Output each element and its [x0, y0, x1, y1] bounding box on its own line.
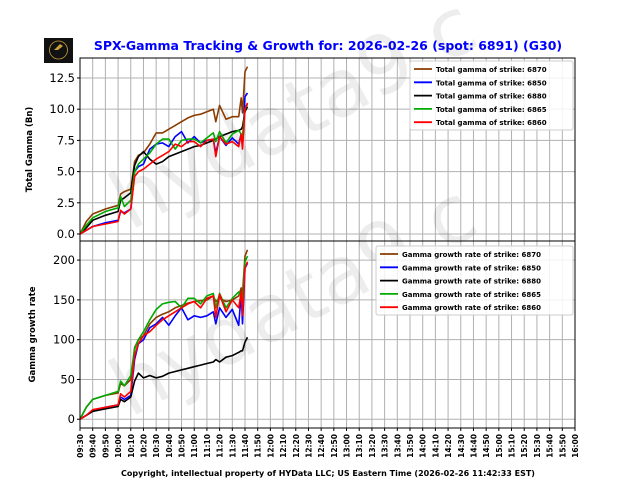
x-tick-label: 10:30 — [152, 434, 161, 458]
x-tick-label: 15:50 — [558, 434, 567, 458]
series-line-6880 — [79, 106, 249, 235]
y-axis-label: Gamma growth rate — [28, 286, 38, 382]
y-tick-label: 2.5 — [57, 196, 75, 210]
x-tick-label: 15:30 — [533, 434, 542, 458]
legend-label-6870: Total gamma of strike: 6870 — [436, 66, 547, 74]
legend-label-6880: Total gamma of strike: 6880 — [436, 93, 547, 101]
x-tick-label: 12:20 — [292, 434, 301, 458]
series-line-6865 — [79, 255, 249, 420]
series-line-6860 — [79, 261, 249, 420]
x-tick-label: 13:20 — [368, 434, 377, 458]
x-tick-label: 13:00 — [343, 434, 352, 458]
y-tick-label: 5.0 — [57, 165, 75, 179]
x-tick-label: 15:10 — [508, 434, 517, 458]
x-tick-label: 13:30 — [381, 434, 390, 458]
x-tick-label: 14:30 — [457, 434, 466, 458]
y-tick-label: 50 — [60, 372, 75, 386]
legend-label-6860: Total gamma of strike: 6860 — [436, 119, 547, 127]
y-tick-label: 200 — [53, 253, 75, 267]
legend-box — [375, 245, 574, 316]
y-axis-label: Total Gamma (Bn) — [25, 107, 35, 193]
x-tick-label: 11:50 — [254, 434, 263, 458]
y-tick-label: 100 — [53, 333, 75, 347]
x-tick-label: 13:50 — [406, 434, 415, 458]
x-tick-label: 09:40 — [89, 434, 98, 458]
series-line-6860 — [79, 102, 249, 235]
x-tick-label: 14:10 — [431, 434, 440, 458]
series-line-6870 — [79, 66, 249, 235]
x-tick-label: 11:30 — [228, 434, 237, 458]
y-tick-label: 150 — [53, 293, 75, 307]
x-tick-label: 14:00 — [419, 434, 428, 458]
x-tick-label: 12:10 — [279, 434, 288, 458]
x-tick-label: 13:40 — [393, 434, 402, 458]
x-tick-label: 10:10 — [127, 434, 136, 458]
legend-box — [409, 60, 574, 131]
x-tick-label: 10:00 — [114, 434, 123, 458]
x-tick-label: 15:40 — [546, 434, 555, 458]
x-tick-label: 12:50 — [330, 434, 339, 458]
y-tick-label: 10.0 — [49, 102, 75, 116]
legend-label-6880: Gamma growth rate of strike: 6880 — [402, 278, 541, 286]
axes-frame — [79, 240, 576, 429]
footer-copyright: Copyright, intellectual property of HYDa… — [121, 469, 535, 478]
chart-title: SPX-Gamma Tracking & Growth for: 2026-02… — [94, 38, 562, 53]
x-tick-label: 14:40 — [469, 434, 478, 458]
legend-label-6850: Gamma growth rate of strike: 6850 — [402, 264, 541, 272]
y-tick-label: 0 — [68, 412, 75, 426]
x-tick-label: 12:00 — [266, 434, 275, 458]
x-tick-label: 10:20 — [139, 434, 148, 458]
x-tick-label: 10:50 — [178, 434, 187, 458]
x-tick-label: 12:30 — [304, 434, 313, 458]
series-line-6880 — [79, 336, 249, 420]
legend-label-6865: Total gamma of strike: 6865 — [436, 106, 547, 114]
x-tick-label: 11:40 — [241, 434, 250, 458]
x-tick-label: 13:10 — [355, 434, 364, 458]
y-tick-label: 7.5 — [57, 133, 75, 147]
x-tick-label: 14:20 — [444, 434, 453, 458]
legend-label-6865: Gamma growth rate of strike: 6865 — [402, 291, 541, 299]
legend-label-6870: Gamma growth rate of strike: 6870 — [402, 251, 541, 259]
logo — [44, 38, 73, 63]
x-tick-label: 09:30 — [76, 434, 85, 458]
x-tick-label: 12:40 — [317, 434, 326, 458]
x-tick-label: 11:00 — [190, 434, 199, 458]
x-tick-label: 11:10 — [203, 434, 212, 458]
legend-label-6850: Total gamma of strike: 6850 — [436, 79, 547, 87]
y-tick-label: 12.5 — [49, 71, 75, 85]
x-tick-label: 15:00 — [495, 434, 504, 458]
series-line-6865 — [79, 103, 249, 235]
legend-label-6860: Gamma growth rate of strike: 6860 — [402, 304, 541, 312]
x-tick-label: 15:20 — [520, 434, 529, 458]
x-tick-label: 09:50 — [101, 434, 110, 458]
y-tick-label: 0.0 — [57, 227, 75, 241]
x-tick-label: 14:50 — [482, 434, 491, 458]
x-tick-label: 11:20 — [216, 434, 225, 458]
x-tick-label: 10:40 — [165, 434, 174, 458]
x-tick-label: 16:00 — [571, 434, 580, 458]
